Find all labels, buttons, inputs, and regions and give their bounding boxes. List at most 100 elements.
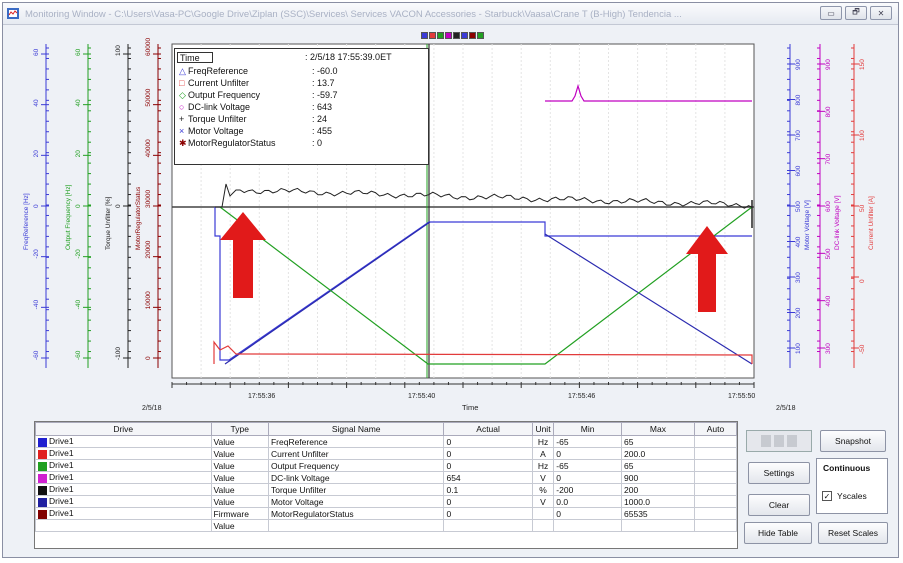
table-row[interactable]: Value (35, 519, 738, 532)
legend-swatch[interactable] (469, 32, 476, 39)
axis-tick-label: -100 (115, 347, 122, 360)
axis-tick-label: 300 (825, 343, 832, 354)
left-axis-label: MotorRegulatorStatus (135, 186, 142, 250)
color-swatch[interactable] (38, 497, 47, 507)
axis-tick-label: 150 (859, 59, 866, 70)
marker-icon: × (179, 126, 185, 136)
color-swatch[interactable] (38, 449, 47, 459)
title-bar[interactable]: Monitoring Window - C:\Users\Vasa-PC\Goo… (3, 3, 898, 25)
max-cell: 65 (621, 459, 695, 472)
restore-button[interactable]: 🗗 (845, 6, 867, 20)
right-axis-label: DC-link Voltage [V] (834, 195, 841, 250)
legend-swatch[interactable] (453, 32, 460, 39)
axis-tick-label: 500 (795, 201, 802, 212)
actual-cell: 0 (443, 495, 533, 508)
legend-swatch[interactable] (437, 32, 444, 39)
pause-icon[interactable] (774, 435, 784, 447)
stop-icon[interactable] (787, 435, 797, 447)
info-row: △ FreqReference: -60.0 (179, 66, 338, 77)
signal-value: : 455 (312, 126, 333, 136)
settings-button[interactable]: Settings (748, 462, 810, 484)
table-row[interactable]: Drive1 Value Output Frequency 0 Hz -65 65 (35, 459, 738, 472)
drive-cell: Drive1 (35, 483, 212, 496)
signal-color-legend[interactable] (421, 32, 484, 39)
axis-tick-label: 0 (115, 204, 122, 208)
clear-button[interactable]: Clear (748, 494, 810, 516)
left-axis-label: Output Frequency [Hz] (65, 184, 72, 250)
legend-swatch[interactable] (445, 32, 452, 39)
color-swatch[interactable] (38, 509, 47, 519)
legend-swatch[interactable] (461, 32, 468, 39)
signal-table[interactable]: Drive Type Signal Name Actual Unit Min Max Auto… (34, 421, 738, 549)
series-torque-unfilter (215, 183, 753, 225)
signal-value: : -59.7 (312, 90, 338, 100)
table-row[interactable]: Drive1 Value Motor Voltage 0 V 0.0 1000.0 (35, 495, 738, 508)
column-header[interactable]: Actual (443, 422, 533, 436)
drive-cell: Drive1 (35, 507, 212, 520)
color-swatch[interactable] (38, 437, 47, 447)
unit-cell: V (531, 471, 555, 484)
x-tick-label: 17:55:46 (568, 393, 595, 400)
x-axis-label: Time (462, 403, 478, 412)
auto-cell[interactable] (693, 519, 738, 532)
axis-tick-label: 900 (795, 59, 802, 70)
close-button[interactable]: ✕ (870, 6, 892, 20)
axis-tick-label: 40 (33, 99, 40, 107)
continuous-label[interactable]: Continuous (823, 463, 871, 473)
minimize-button[interactable]: ▭ (820, 6, 842, 20)
type-cell: Value (210, 459, 269, 472)
yscales-checkbox[interactable]: ✓ (822, 491, 832, 501)
red-up-arrow-left-icon (220, 212, 266, 298)
column-header[interactable]: Drive (35, 422, 212, 436)
column-header[interactable]: Min (553, 422, 623, 436)
auto-cell[interactable] (693, 471, 738, 484)
column-header[interactable]: Signal Name (267, 422, 445, 436)
actual-cell: 0 (443, 435, 533, 448)
signal-cell: FreqReference (267, 435, 445, 448)
app-icon (7, 8, 19, 19)
info-row: ◇ Output Frequency: -59.7 (179, 90, 338, 101)
table-row[interactable]: Drive1 Firmware MotorRegulatorStatus 0 0 6553… (35, 507, 738, 520)
drive-cell: Drive1 (35, 471, 212, 484)
column-header[interactable]: Unit (531, 422, 555, 436)
column-header[interactable]: Type (210, 422, 269, 436)
table-row[interactable]: Drive1 Value Torque Unfilter 0.1% -200 200 (35, 483, 738, 496)
min-cell: 0 (553, 471, 623, 484)
reset-scales-button[interactable]: Reset Scales (818, 522, 888, 544)
min-cell: -65 (553, 459, 623, 472)
cursor-info-box[interactable]: Time : 2/5/18 17:55:39.0ET △ FreqReferenc… (174, 48, 429, 165)
table-row[interactable]: Drive1 Value DC-link Voltage 654 V 0 900 (35, 471, 738, 484)
column-header[interactable]: Max (621, 422, 695, 436)
axis-tick-label: 40000 (145, 139, 152, 157)
legend-swatch[interactable] (429, 32, 436, 39)
drive-cell: Drive1 (35, 495, 212, 508)
axis-tick-label: -20 (33, 249, 40, 259)
auto-cell[interactable] (693, 483, 738, 496)
hide-table-button[interactable]: Hide Table (744, 522, 812, 544)
table-row[interactable]: Drive1 Value FreqReference 0 Hz -65 65 (35, 435, 738, 448)
type-cell: Value (210, 447, 269, 460)
left-axis-label: FreqReference [Hz] (23, 193, 30, 250)
auto-cell[interactable] (693, 435, 738, 448)
marker-icon: + (179, 114, 185, 124)
auto-cell[interactable] (693, 507, 738, 520)
play-icon[interactable] (761, 435, 771, 447)
color-swatch[interactable] (38, 485, 47, 495)
auto-cell[interactable] (693, 495, 738, 508)
legend-swatch[interactable] (477, 32, 484, 39)
playback-controls[interactable] (746, 430, 812, 452)
axis-tick-label: 50 (859, 204, 866, 212)
column-header[interactable]: Auto (693, 422, 738, 436)
color-swatch[interactable] (38, 473, 47, 483)
auto-cell[interactable] (693, 447, 738, 460)
unit-cell: Hz (531, 459, 555, 472)
auto-cell[interactable] (693, 459, 738, 472)
axis-tick-label: 600 (825, 201, 832, 212)
signal-value: : -60.0 (312, 66, 338, 76)
legend-swatch[interactable] (421, 32, 428, 39)
snapshot-button[interactable]: Snapshot (820, 430, 886, 452)
table-row[interactable]: Drive1 Value Current Unfilter 0 A 0 200.0 (35, 447, 738, 460)
axis-tick-label: 900 (825, 59, 832, 70)
color-swatch[interactable] (38, 461, 47, 471)
type-cell: Firmware (210, 507, 269, 520)
